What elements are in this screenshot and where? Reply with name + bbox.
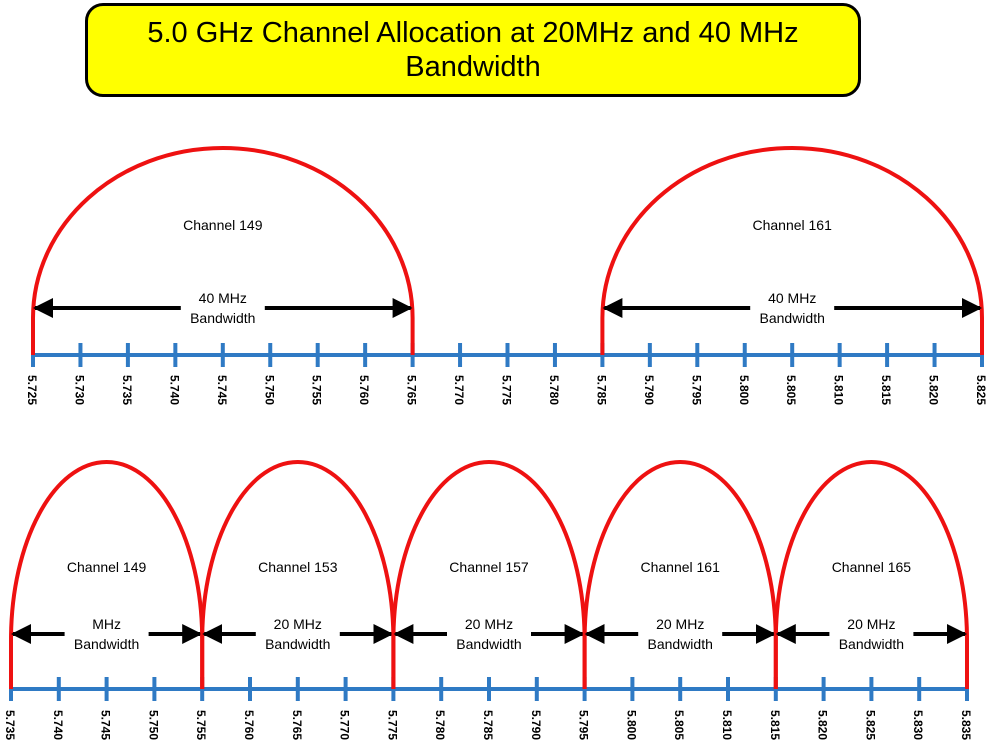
top-tick-label: 5.800 xyxy=(737,375,751,405)
bottom-channel-arc xyxy=(200,459,396,689)
bottom-tick-label: 5.755 xyxy=(194,710,208,740)
bottom-bandwidth-label-line2: Bandwidth xyxy=(839,636,904,652)
top-tick-label: 5.760 xyxy=(357,375,371,405)
bottom-tick-label: 5.790 xyxy=(529,710,543,740)
top-bandwidth-label-line1: 40 MHz xyxy=(199,290,247,306)
bottom-bandwidth-label-line1: 20 MHz xyxy=(656,616,704,632)
bottom-tick-label: 5.825 xyxy=(863,710,877,740)
top-tick-label: 5.795 xyxy=(689,375,703,405)
bottom-tick-label: 5.760 xyxy=(242,710,256,740)
bottom-bandwidth-label-line2: Bandwidth xyxy=(456,636,521,652)
bottom-bandwidth-label-line1: 20 MHz xyxy=(847,616,895,632)
bottom-tick-label: 5.775 xyxy=(385,710,399,740)
bottom-tick-label: 5.780 xyxy=(433,710,447,740)
bottom-tick-label: 5.805 xyxy=(672,710,686,740)
top-tick-label: 5.750 xyxy=(262,375,276,405)
bottom-bandwidth-label-line1: MHz xyxy=(92,616,121,632)
top-tick-label: 5.810 xyxy=(832,375,846,405)
panel-40mhz: 5.725 5.730 5.735 5.740 5.745 5.750 5.755 5.760… xyxy=(25,145,988,405)
bottom-tick-label: 5.815 xyxy=(768,710,782,740)
top-tick-label: 5.740 xyxy=(167,375,181,405)
bottom-channel-label: Channel 157 xyxy=(449,559,529,575)
bottom-tick-label: 5.830 xyxy=(911,710,925,740)
bottom-tick-label: 5.745 xyxy=(99,710,113,740)
top-tick-label: 5.765 xyxy=(405,375,419,405)
top-tick-label: 5.745 xyxy=(215,375,229,405)
bottom-bandwidth-label-line1: 20 MHz xyxy=(465,616,513,632)
bottom-channel-label: Channel 161 xyxy=(640,559,720,575)
title-line-1: 5.0 GHz Channel Allocation at 20MHz and … xyxy=(147,17,799,49)
bottom-channel-arc xyxy=(9,459,205,689)
top-tick-label: 5.815 xyxy=(879,375,893,405)
top-tick-label: 5.780 xyxy=(547,375,561,405)
bottom-tick-label: 5.785 xyxy=(481,710,495,740)
bottom-channel-arc xyxy=(391,459,587,689)
bottom-bandwidth-label-line2: Bandwidth xyxy=(648,636,713,652)
top-tick-label: 5.825 xyxy=(974,375,988,405)
top-channel-label: Channel 149 xyxy=(183,217,263,233)
bottom-tick-label: 5.835 xyxy=(959,710,973,740)
bottom-bandwidth-label-line2: Bandwidth xyxy=(74,636,139,652)
top-channel-label: Channel 161 xyxy=(752,217,832,233)
bottom-tick-label: 5.765 xyxy=(290,710,304,740)
top-bandwidth-label-line2: Bandwidth xyxy=(760,310,825,326)
top-tick-label: 5.770 xyxy=(452,375,466,405)
bottom-channel-label: Channel 153 xyxy=(258,559,338,575)
bottom-channel-arc xyxy=(773,459,969,689)
bottom-bandwidth-label-line2: Bandwidth xyxy=(265,636,330,652)
bottom-bandwidth-label-line1: 20 MHz xyxy=(274,616,322,632)
top-tick-label: 5.725 xyxy=(25,375,39,405)
top-tick-label: 5.775 xyxy=(500,375,514,405)
bottom-tick-label: 5.740 xyxy=(51,710,65,740)
top-tick-label: 5.805 xyxy=(784,375,798,405)
top-channel-arc xyxy=(31,145,415,355)
bottom-channel-arc xyxy=(582,459,778,689)
bottom-tick-label: 5.750 xyxy=(146,710,160,740)
bottom-tick-label: 5.735 xyxy=(3,710,17,740)
top-tick-label: 5.820 xyxy=(927,375,941,405)
bottom-channel-label: Channel 165 xyxy=(832,559,912,575)
title-box: 5.0 GHz Channel Allocation at 20MHz and … xyxy=(85,3,861,97)
top-tick-label: 5.735 xyxy=(120,375,134,405)
bottom-tick-label: 5.810 xyxy=(720,710,734,740)
top-tick-label: 5.755 xyxy=(310,375,324,405)
top-tick-label: 5.790 xyxy=(642,375,656,405)
bottom-tick-label: 5.820 xyxy=(816,710,830,740)
top-tick-label: 5.785 xyxy=(594,375,608,405)
top-tick-label: 5.730 xyxy=(72,375,86,405)
bottom-tick-label: 5.795 xyxy=(577,710,591,740)
top-channel-arc xyxy=(600,145,984,355)
bottom-channel-label: Channel 149 xyxy=(67,559,147,575)
title-line-2: Bandwidth xyxy=(405,51,541,83)
top-bandwidth-label-line2: Bandwidth xyxy=(190,310,255,326)
bottom-tick-label: 5.770 xyxy=(338,710,352,740)
top-bandwidth-label-line1: 40 MHz xyxy=(768,290,816,306)
panel-20mhz: 5.735 5.740 5.745 5.750 5.755 5.760 5.765 5.770… xyxy=(3,459,973,740)
bottom-tick-label: 5.800 xyxy=(624,710,638,740)
